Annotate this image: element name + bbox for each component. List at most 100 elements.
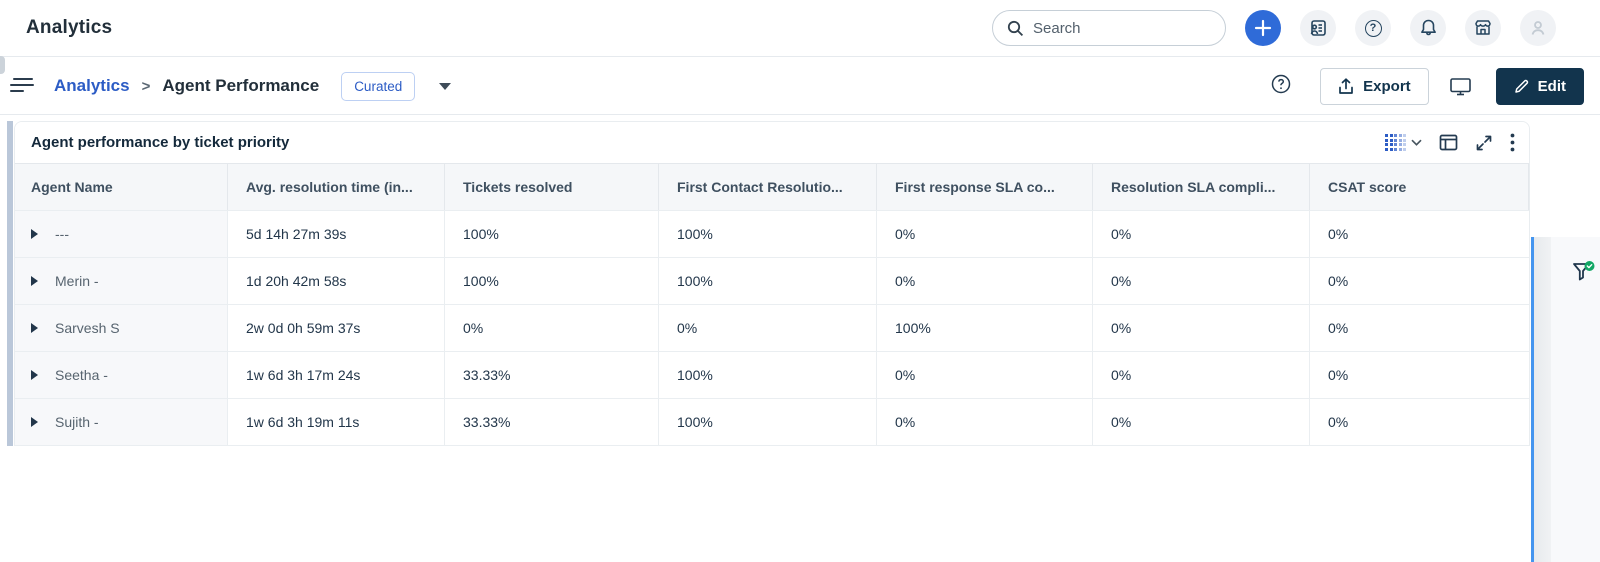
app-title: Analytics — [26, 17, 113, 38]
metric-cell: 2w 0d 0h 59m 37s — [228, 305, 445, 351]
column-header-3[interactable]: First Contact Resolutio... — [659, 164, 877, 210]
metric-cell: 100% — [659, 211, 877, 257]
marketplace-button[interactable] — [1465, 10, 1501, 46]
agent-name: Sarvesh S — [55, 320, 120, 336]
table-row: Seetha -1w 6d 3h 17m 24s 33.33% 100% 0% 0% 0% — [15, 352, 1529, 399]
row-expand-icon[interactable] — [31, 370, 38, 380]
page-title: Agent Performance — [162, 76, 320, 95]
curated-badge: Curated — [341, 71, 416, 101]
metric-cell: 0% — [659, 305, 877, 351]
table-row: Merin -1d 20h 42m 58s 100% 100% 0% 0% 0% — [15, 258, 1529, 305]
search-icon — [1007, 20, 1024, 37]
column-header-1[interactable]: Avg. resolution time (in... — [228, 164, 445, 210]
row-expand-icon[interactable] — [31, 323, 38, 333]
top-bar: Analytics Search — [0, 0, 1600, 57]
visualization-picker-button[interactable] — [1385, 134, 1422, 151]
export-button[interactable]: Export — [1320, 67, 1429, 105]
metric-cell: 1w 6d 3h 17m 24s — [228, 352, 445, 398]
page-help-button[interactable] — [1270, 73, 1292, 100]
metric-cell: 0% — [1093, 399, 1310, 445]
agent-name: Merin - — [55, 273, 99, 289]
agent-name-cell: --- — [15, 211, 228, 257]
storefront-icon — [1473, 18, 1493, 38]
expand-widget-button[interactable] — [1475, 134, 1493, 152]
metric-cell: 0% — [1093, 258, 1310, 304]
column-header-6[interactable]: CSAT score — [1310, 164, 1529, 210]
table-row: Sujith -1w 6d 3h 19m 11s 33.33% 100% 0% 0% 0% — [15, 399, 1529, 446]
edit-label: Edit — [1537, 77, 1566, 95]
contact-list-button[interactable] — [1300, 10, 1336, 46]
metric-cell: 100% — [445, 258, 659, 304]
search-placeholder: Search — [1033, 19, 1081, 37]
agent-name: Seetha - — [55, 367, 108, 383]
export-upload-icon — [1338, 77, 1354, 95]
metric-cell: 0% — [877, 399, 1093, 445]
metric-cell: 33.33% — [445, 399, 659, 445]
metric-cell: 100% — [445, 211, 659, 257]
report-dropdown-caret-icon[interactable] — [439, 82, 452, 90]
metric-cell: 0% — [1328, 414, 1349, 430]
metric-cell: 0% — [1328, 273, 1349, 289]
topbar-actions: Search ? — [992, 10, 1556, 46]
metric-cell: 5d 14h 27m 39s — [228, 211, 445, 257]
question-icon: ? — [1364, 19, 1382, 37]
notifications-button[interactable] — [1410, 10, 1446, 46]
search-input[interactable]: Search — [992, 10, 1226, 46]
column-header-4[interactable]: First response SLA co... — [877, 164, 1093, 210]
column-header-5[interactable]: Resolution SLA compli... — [1093, 164, 1310, 210]
metric-cell: 100% — [659, 399, 877, 445]
panel-left-edge — [7, 121, 13, 446]
metric-cell: 1d 20h 42m 58s — [228, 258, 445, 304]
sidebar-collapse-handle[interactable] — [0, 56, 5, 74]
edit-button[interactable]: Edit — [1495, 67, 1584, 105]
agent-name-cell: Sujith - — [15, 399, 228, 445]
export-label: Export — [1363, 77, 1411, 95]
applied-filters-button[interactable] — [1570, 259, 1596, 285]
table-row: Sarvesh S 2w 0d 0h 59m 37s 0% 0% 100% 0% 0% — [15, 305, 1529, 352]
panel-divider-line[interactable] — [1531, 237, 1534, 562]
table-row: --- 5d 14h 27m 39s 100% 100% 0% 0% 0% — [15, 211, 1529, 258]
help-button[interactable]: ? — [1355, 10, 1391, 46]
breadcrumb-separator: > — [141, 77, 151, 95]
breadcrumb-actions: Export Edit — [1270, 67, 1584, 105]
table-header-row: Agent Name Avg. resolution time (in... Tic… — [15, 164, 1529, 211]
metric-cell: 0% — [877, 352, 1093, 398]
row-expand-icon[interactable] — [31, 417, 38, 427]
metric-cell: 0% — [1328, 367, 1349, 383]
table-view-button[interactable] — [1439, 134, 1458, 151]
avatar-person-icon — [1528, 18, 1548, 38]
contact-list-icon — [1308, 18, 1328, 38]
row-expand-icon[interactable] — [31, 229, 38, 239]
metric-cell: 100% — [659, 258, 877, 304]
metric-cell: 0% — [877, 258, 1093, 304]
agent-name-cell: Seetha - — [15, 352, 228, 398]
plus-icon — [1254, 19, 1272, 37]
create-new-button[interactable] — [1245, 10, 1281, 46]
row-expand-icon[interactable] — [31, 276, 38, 286]
metric-cell: 33.33% — [445, 352, 659, 398]
pencil-icon — [1514, 79, 1529, 94]
breadcrumb-analytics-link[interactable]: Analytics — [54, 76, 130, 95]
widget-more-options-button[interactable] — [1510, 133, 1515, 152]
column-header-2[interactable]: Tickets resolved — [445, 164, 659, 210]
chevron-down-icon — [1411, 139, 1422, 146]
column-header-0[interactable]: Agent Name — [15, 164, 228, 210]
scroll-gutter[interactable] — [1534, 237, 1551, 562]
metric-cell: 0% — [1093, 352, 1310, 398]
metric-cell: 0% — [877, 211, 1093, 257]
agent-name-cell: Sarvesh S — [15, 305, 228, 351]
metric-cell: 0% — [1093, 305, 1310, 351]
widget-header: Agent performance by ticket priority — [15, 122, 1529, 163]
metric-cell: 0% — [445, 305, 659, 351]
metric-cell: 0% — [1328, 226, 1349, 242]
presentation-mode-icon[interactable] — [1449, 76, 1472, 97]
widget-title: Agent performance by ticket priority — [31, 134, 290, 151]
widget-toolbar — [1385, 133, 1515, 152]
summary-grid-icon — [1385, 134, 1406, 151]
report-list-menu-icon[interactable] — [10, 77, 36, 95]
metric-cell: 0% — [1328, 320, 1349, 336]
agent-name-cell: Merin - — [15, 258, 228, 304]
user-avatar[interactable] — [1520, 10, 1556, 46]
agent-performance-table: Agent Name Avg. resolution time (in... Tic… — [15, 163, 1529, 446]
agent-name: Sujith - — [55, 414, 99, 430]
